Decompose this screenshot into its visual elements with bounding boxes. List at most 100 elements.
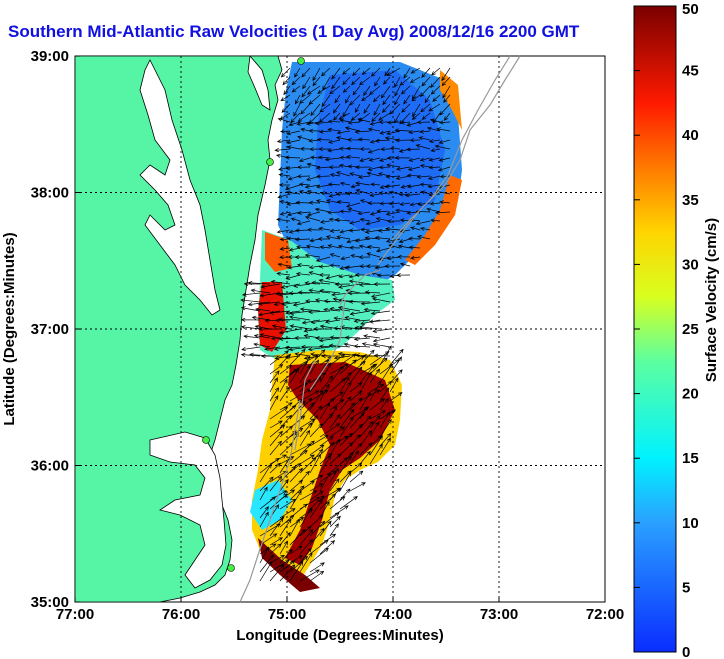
velocity-arrow: [259, 476, 274, 492]
velocity-arrow: [385, 238, 401, 243]
velocity-arrow: [336, 235, 351, 240]
velocity-arrow: [279, 386, 290, 402]
pamlico-sound: [149, 431, 227, 589]
velocity-arrow: [329, 515, 341, 528]
velocity-arrow: [342, 76, 351, 86]
velocity-arrow: [349, 310, 371, 316]
velocity-arrow: [369, 357, 388, 375]
velocity-arrow: [363, 103, 371, 114]
y-axis: 35:00 36:00 37:00 38:00 39:00: [31, 48, 80, 611]
velocity-arrow: [299, 552, 313, 573]
velocity-arrow: [355, 165, 371, 170]
colorbar: [633, 5, 677, 653]
velocity-arrow: [324, 157, 341, 162]
x-tick-label: 75:00: [268, 606, 306, 623]
velocity-arrow: [428, 157, 441, 162]
velocity-arrow: [339, 442, 354, 456]
velocity-arrow: [368, 319, 391, 324]
velocity-arrow: [336, 130, 351, 135]
velocity-arrow: [383, 76, 391, 85]
velocity-arrow: [364, 290, 381, 295]
velocity-arrow: [329, 173, 341, 178]
velocity-arrow: [269, 395, 279, 411]
velocity-arrow: [297, 135, 311, 141]
velocity-arrow: [269, 559, 290, 573]
velocity-arrow: [298, 157, 311, 163]
velocity-arrow: [303, 328, 321, 333]
velocity-arrow: [349, 94, 361, 106]
velocity-arrow: [339, 396, 352, 411]
velocity-arrow: [333, 112, 341, 121]
x-tick-label: 72:00: [586, 606, 624, 623]
velocity-arrow: [352, 67, 361, 77]
velocity-arrow: [294, 335, 311, 341]
velocity-arrow: [316, 174, 331, 179]
velocity-arrow: [349, 482, 366, 492]
velocity-arrow: [279, 402, 293, 411]
velocity-arrow: [387, 120, 401, 125]
velocity-arrow: [409, 202, 421, 207]
velocity-arrow: [299, 418, 316, 429]
velocity-arrow: [389, 348, 404, 366]
velocity-arrow: [419, 85, 431, 98]
velocity-arrow: [349, 360, 366, 375]
velocity-arrow: [426, 126, 441, 132]
velocity-arrow: [386, 256, 401, 261]
velocity-arrow: [438, 120, 451, 125]
velocity-arrow: [359, 349, 375, 366]
velocity-arrow: [352, 85, 361, 96]
velocity-arrow: [299, 480, 315, 492]
velocity-arrow: [325, 274, 341, 280]
velocity-arrow: [355, 189, 371, 195]
velocity-arrow: [283, 85, 291, 96]
velocity-arrow: [269, 493, 288, 510]
velocity-arrow: [294, 67, 301, 78]
velocity-arrow: [309, 483, 324, 492]
y-tick-label: 36:00: [31, 458, 69, 475]
velocity-arrow: [269, 424, 286, 438]
velocity-arrow: [328, 193, 341, 198]
velocity-arrow: [367, 127, 381, 132]
velocity-arrow: [318, 278, 341, 285]
velocity-field-west-jet: [258, 282, 286, 352]
velocity-arrow: [289, 518, 300, 537]
velocity-arrow: [285, 184, 301, 191]
velocity-arrow: [309, 495, 325, 510]
velocity-arrow: [284, 345, 301, 350]
velocity-arrow: [254, 324, 271, 330]
velocity-arrow: [415, 220, 431, 226]
velocity-arrow: [299, 470, 310, 483]
velocity-arrow: [366, 171, 381, 177]
velocity-arrow: [427, 184, 441, 189]
velocity-arrow: [293, 103, 301, 117]
velocity-arrow: [241, 292, 261, 297]
velocity-arrow: [299, 354, 319, 366]
velocity-field-northwest-jet: [265, 232, 292, 272]
velocity-arrow: [394, 94, 401, 106]
velocity-arrow: [296, 174, 311, 179]
velocity-arrow: [279, 353, 292, 366]
velocity-arrow: [309, 520, 326, 537]
velocity-arrow: [368, 157, 381, 162]
velocity-arrow: [279, 465, 296, 483]
velocity-arrow: [315, 336, 331, 341]
velocity-arrow: [289, 516, 305, 528]
velocity-arrow: [318, 272, 331, 277]
velocity-arrow: [359, 217, 371, 222]
colorbar-tick-label: 5: [682, 579, 690, 596]
velocity-arrow: [399, 201, 411, 207]
velocity-arrow: [281, 301, 301, 307]
velocity-arrow: [329, 228, 341, 233]
velocity-arrow: [308, 94, 321, 105]
velocity-arrow: [379, 201, 391, 206]
velocity-arrow: [319, 540, 336, 555]
velocity-arrow: [345, 191, 361, 196]
velocity-arrow: [329, 505, 349, 519]
velocity-arrow: [289, 555, 303, 564]
velocity-arrow: [339, 432, 353, 447]
velocity-arrow: [408, 245, 421, 250]
velocity-arrow: [378, 120, 391, 125]
velocity-arrow: [397, 254, 411, 259]
velocity-arrow: [346, 202, 361, 208]
velocity-arrow: [394, 128, 411, 133]
